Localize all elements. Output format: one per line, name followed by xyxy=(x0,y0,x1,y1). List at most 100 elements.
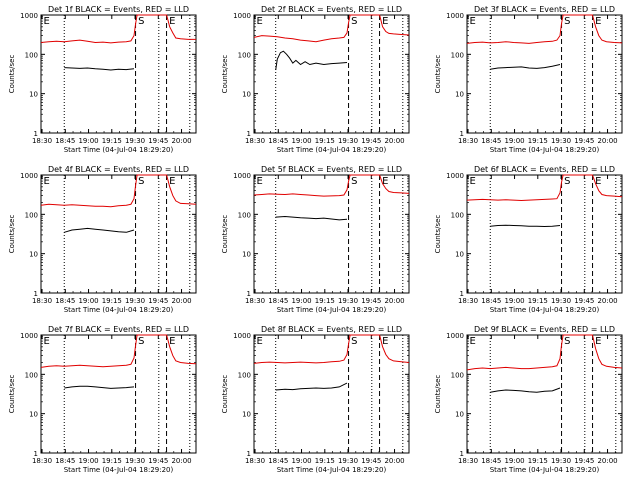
marker-e: E xyxy=(595,16,601,27)
events-series-line xyxy=(490,224,561,228)
y-tick-label: 1000 xyxy=(446,332,464,340)
marker-e: E xyxy=(169,16,175,27)
marker-e: E xyxy=(470,16,476,27)
plot-frame xyxy=(466,14,623,134)
y-tick-label: 1 xyxy=(247,450,251,458)
y-tick-label: 1000 xyxy=(20,332,38,340)
marker-s: S xyxy=(564,16,570,27)
y-axis-label: Counts/sec xyxy=(8,215,16,254)
x-tick-label: 19:00 xyxy=(504,297,524,305)
x-tick-label: 19:00 xyxy=(78,137,98,145)
marker-e: E xyxy=(382,16,388,27)
marker-e: E xyxy=(595,176,601,187)
marker-e: E xyxy=(169,176,175,187)
x-tick-label: 19:15 xyxy=(315,457,335,465)
lld-series-line xyxy=(40,174,197,208)
y-tick-label: 1 xyxy=(34,450,38,458)
x-tick-label: 18:45 xyxy=(481,457,501,465)
lld-series-line xyxy=(466,14,623,44)
x-tick-label: 19:45 xyxy=(148,297,168,305)
plot-frame xyxy=(253,334,410,454)
lld-series-line xyxy=(40,334,197,368)
y-tick-label: 100 xyxy=(25,371,38,379)
chart-panel-4: Det 4f BLACK = Events, RED = LLD 1 10 100 10… xyxy=(8,165,197,314)
chart-panel-3: Det 3f BLACK = Events, RED = LLD 1 10 100 10… xyxy=(434,5,623,154)
y-axis-label: Counts/sec xyxy=(221,375,229,414)
y-tick-label: 100 xyxy=(238,371,251,379)
x-tick-label: 18:30 xyxy=(458,137,478,145)
lld-series-line xyxy=(253,174,410,197)
chart-panel-2: Det 2f BLACK = Events, RED = LLD 1 10 100 10… xyxy=(221,5,410,154)
x-tick-label: 19:30 xyxy=(338,457,358,465)
events-series-line xyxy=(490,64,561,70)
x-tick-label: 19:00 xyxy=(78,297,98,305)
x-tick-label: 18:30 xyxy=(32,457,52,465)
chart-title: Det 6f BLACK = Events, RED = LLD xyxy=(474,165,615,174)
marker-s: S xyxy=(351,16,357,27)
chart-panel-9: Det 9f BLACK = Events, RED = LLD 1 10 100 10… xyxy=(434,325,623,474)
x-tick-label: 19:15 xyxy=(315,137,335,145)
lld-series-line xyxy=(466,334,623,371)
y-tick-label: 10 xyxy=(29,411,38,419)
marker-e: E xyxy=(257,336,263,347)
events-series-line xyxy=(64,67,135,71)
chart-title: Det 1f BLACK = Events, RED = LLD xyxy=(48,5,189,14)
events-series-line xyxy=(275,382,348,391)
plot-frame xyxy=(40,174,197,294)
x-tick-label: 19:00 xyxy=(78,457,98,465)
x-tick-label: 18:30 xyxy=(32,297,52,305)
y-axis-label: Counts/sec xyxy=(434,55,442,94)
x-tick-label: 18:45 xyxy=(268,137,288,145)
x-tick-label: 20:00 xyxy=(171,297,191,305)
x-tick-label: 19:45 xyxy=(574,137,594,145)
x-tick-label: 19:00 xyxy=(291,457,311,465)
events-series-line xyxy=(490,387,561,393)
events-series-line xyxy=(64,385,135,389)
x-tick-label: 19:45 xyxy=(574,297,594,305)
chart-title: Det 7f BLACK = Events, RED = LLD xyxy=(48,325,189,334)
x-tick-label: 18:30 xyxy=(458,457,478,465)
x-tick-label: 18:30 xyxy=(458,297,478,305)
x-tick-label: 19:15 xyxy=(528,457,548,465)
x-tick-label: 18:45 xyxy=(55,137,75,145)
y-tick-label: 1 xyxy=(460,130,464,138)
x-axis-label: Start Time (04-Jul-04 18:29:20) xyxy=(64,466,174,474)
x-tick-label: 20:00 xyxy=(171,137,191,145)
x-tick-label: 19:45 xyxy=(574,457,594,465)
x-axis-label: Start Time (04-Jul-04 18:29:20) xyxy=(490,306,600,314)
lld-series-line xyxy=(253,14,410,43)
plot-frame xyxy=(466,334,623,454)
x-tick-label: 18:45 xyxy=(268,297,288,305)
marker-s: S xyxy=(351,176,357,187)
y-axis-label: Counts/sec xyxy=(221,215,229,254)
y-tick-label: 1000 xyxy=(233,172,251,180)
x-tick-label: 19:30 xyxy=(551,457,571,465)
plot-frame xyxy=(466,174,623,294)
marker-e: E xyxy=(470,336,476,347)
marker-e: E xyxy=(169,336,175,347)
chart-panel-5: Det 5f BLACK = Events, RED = LLD 1 10 100 10… xyxy=(221,165,410,314)
marker-s: S xyxy=(564,336,570,347)
x-tick-label: 18:30 xyxy=(245,297,265,305)
y-tick-label: 10 xyxy=(29,91,38,99)
x-tick-label: 18:30 xyxy=(245,137,265,145)
y-tick-label: 1000 xyxy=(20,172,38,180)
x-tick-label: 19:15 xyxy=(102,137,122,145)
x-tick-label: 19:15 xyxy=(102,297,122,305)
marker-s: S xyxy=(351,336,357,347)
marker-s: S xyxy=(138,176,144,187)
plot-frame xyxy=(253,14,410,134)
y-tick-label: 100 xyxy=(25,51,38,59)
x-tick-label: 19:30 xyxy=(338,297,358,305)
marker-s: S xyxy=(138,16,144,27)
x-tick-label: 19:15 xyxy=(102,457,122,465)
lld-series-line xyxy=(466,174,623,202)
y-axis-label: Counts/sec xyxy=(434,215,442,254)
x-tick-label: 20:00 xyxy=(384,457,404,465)
x-tick-label: 19:30 xyxy=(125,297,145,305)
x-tick-label: 19:15 xyxy=(528,297,548,305)
marker-e: E xyxy=(257,16,263,27)
y-tick-label: 1 xyxy=(34,290,38,298)
chart-title: Det 4f BLACK = Events, RED = LLD xyxy=(48,165,189,174)
